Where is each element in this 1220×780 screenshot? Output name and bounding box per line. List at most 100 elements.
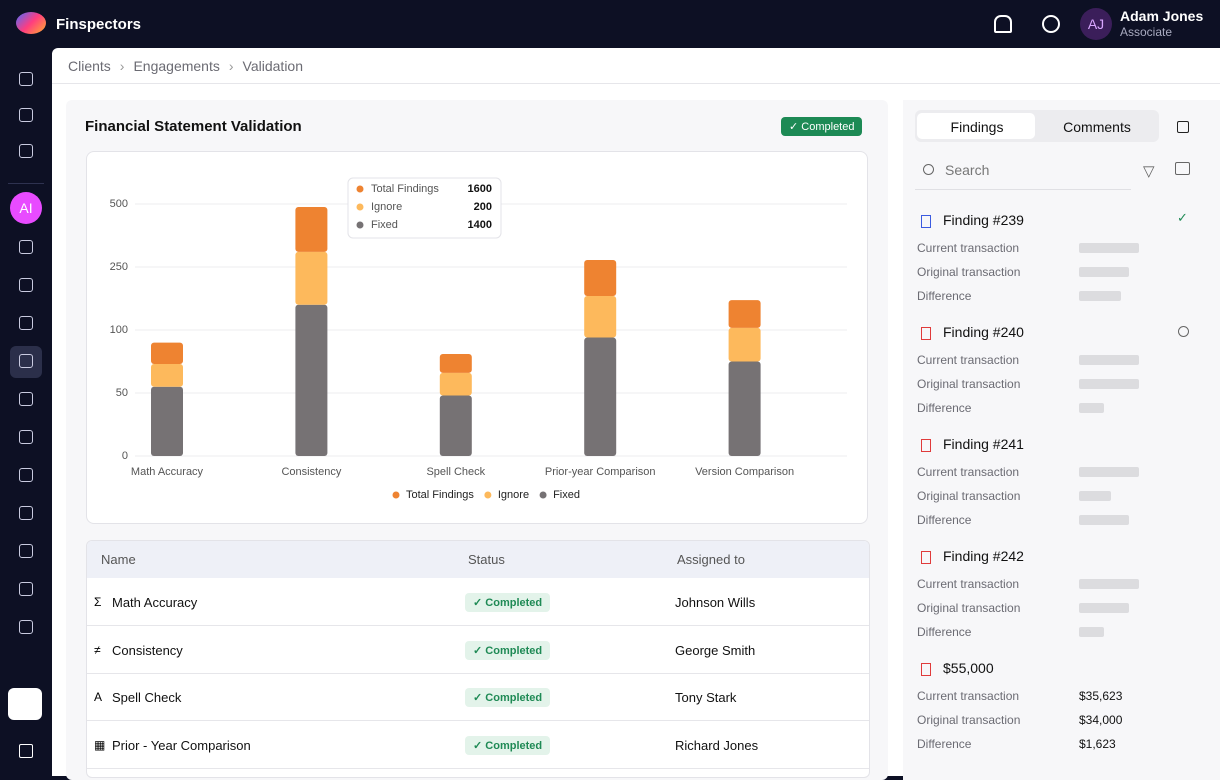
legend-swatch xyxy=(484,491,492,499)
nav-icon[interactable] xyxy=(19,468,33,482)
collapse-icon[interactable] xyxy=(1177,121,1189,133)
avatar[interactable]: AJ xyxy=(1080,8,1112,40)
nav-icon[interactable] xyxy=(19,430,33,444)
column-header[interactable]: Name xyxy=(101,552,136,567)
nav-icon[interactable] xyxy=(19,392,33,406)
bookmark-icon xyxy=(921,439,931,452)
bar-segment xyxy=(728,361,761,456)
nav-icon[interactable] xyxy=(19,240,33,254)
collapse-icon[interactable] xyxy=(19,744,33,758)
finding-title[interactable]: Finding #241 xyxy=(943,436,1024,452)
field-value: $1,623 xyxy=(1079,737,1116,751)
field-label: Original transaction xyxy=(917,489,1021,503)
nav-icon[interactable] xyxy=(19,506,33,520)
bookmark-icon xyxy=(921,215,931,228)
cell-name: Prior - Year Comparison xyxy=(112,737,251,753)
tab[interactable]: Findings xyxy=(950,119,1004,135)
status-badge: ✓ Completed xyxy=(465,593,551,612)
nav-icon[interactable] xyxy=(19,544,33,558)
search[interactable]: Search xyxy=(945,162,990,178)
field-label: Difference xyxy=(917,625,972,639)
legend-label: Ignore xyxy=(498,489,529,501)
findings-panel: Findings Comments Search ▽ Finding #239 Curre… xyxy=(903,100,1220,780)
row-icon: ▦ xyxy=(94,737,106,752)
breadcrumb[interactable]: Validation xyxy=(242,58,303,74)
cell-name: Spell Check xyxy=(112,690,182,705)
field-label: Original transaction xyxy=(917,601,1021,615)
field-label: Current transaction xyxy=(917,241,1020,255)
bar-segment xyxy=(439,395,472,456)
cell-assignee: Tony Stark xyxy=(675,690,737,705)
nav-icon[interactable] xyxy=(19,278,33,292)
bar-segment xyxy=(584,259,617,296)
ignore-icon xyxy=(1178,326,1189,337)
cell-assignee: George Smith xyxy=(675,642,756,658)
nav-icon[interactable] xyxy=(19,354,33,368)
app-name: Finspectors xyxy=(56,16,142,33)
nav-icon[interactable] xyxy=(19,620,33,634)
breadcrumb[interactable]: Clients xyxy=(68,58,111,74)
field-label: Difference xyxy=(917,401,972,415)
nav-icon[interactable] xyxy=(19,144,33,158)
nav-icon[interactable] xyxy=(19,108,33,122)
finding-title[interactable]: Finding #242 xyxy=(943,548,1024,564)
skeleton xyxy=(1079,603,1129,613)
skeleton xyxy=(1079,579,1139,589)
status-badge: ✓ Completed xyxy=(465,735,551,755)
row-divider xyxy=(87,720,869,721)
finding-title[interactable]: Finding #239 xyxy=(943,212,1024,228)
skeleton xyxy=(1079,467,1139,477)
status-text: Completed xyxy=(485,597,543,609)
status-text: Completed xyxy=(485,692,543,704)
skeleton xyxy=(1079,515,1129,525)
tooltip-label: Fixed xyxy=(371,219,398,231)
bookmark-icon xyxy=(921,663,931,676)
search-line xyxy=(915,189,1131,190)
row-divider xyxy=(87,672,869,674)
tooltip-label: Ignore xyxy=(371,201,402,213)
ai-badge[interactable]: AI xyxy=(10,192,42,224)
tooltip-value: 1600 xyxy=(468,183,492,195)
finding-title[interactable]: $55,000 xyxy=(943,660,994,676)
bar-segment xyxy=(295,207,328,252)
skeleton xyxy=(1079,491,1111,501)
chevron: › xyxy=(228,58,234,74)
field-label: Original transaction xyxy=(917,713,1021,727)
bell-icon[interactable] xyxy=(994,15,1012,33)
row-divider xyxy=(87,625,869,626)
comment-icon[interactable] xyxy=(1175,162,1190,175)
breadcrumb[interactable]: Engagements xyxy=(133,58,220,74)
finding-title[interactable]: Finding #240 xyxy=(943,324,1024,340)
nav-icon[interactable] xyxy=(19,582,33,596)
breadcrumbs: Clients › Engagements › Validation xyxy=(68,58,303,74)
status-text: Completed xyxy=(485,739,543,752)
filter-icon[interactable]: ▽ xyxy=(1143,163,1155,180)
field-label: Original transaction xyxy=(917,377,1021,391)
row-icon: Σ xyxy=(94,595,102,609)
column-header[interactable]: Assigned to xyxy=(677,552,745,567)
skeleton xyxy=(1079,379,1139,389)
help-icon[interactable] xyxy=(1042,15,1060,33)
legend-swatch xyxy=(392,491,400,499)
field-label: Difference xyxy=(917,513,972,527)
tooltip-swatch xyxy=(356,185,364,193)
tab-active xyxy=(917,113,1035,139)
column-header[interactable]: Status xyxy=(468,552,505,567)
tooltip-swatch xyxy=(356,221,364,229)
bar-segment xyxy=(295,304,328,456)
y-tick-label: 0 xyxy=(122,450,128,462)
cell-assignee: Johnson Wills xyxy=(675,595,756,610)
bar-segment xyxy=(728,327,761,362)
status-badge: ✓ Completed xyxy=(781,117,863,136)
chevron: › xyxy=(119,58,125,74)
brand-button[interactable] xyxy=(8,688,42,720)
divider xyxy=(8,183,44,184)
user-name: Adam Jones xyxy=(1120,8,1204,24)
tab[interactable]: Comments xyxy=(1063,119,1131,135)
tooltip-value: 1400 xyxy=(468,219,492,231)
nav-icon[interactable] xyxy=(19,316,33,330)
nav-icon[interactable] xyxy=(19,72,33,86)
y-tick-label: 500 xyxy=(110,198,128,210)
status-text: Completed xyxy=(801,121,855,133)
table-header xyxy=(87,541,869,578)
